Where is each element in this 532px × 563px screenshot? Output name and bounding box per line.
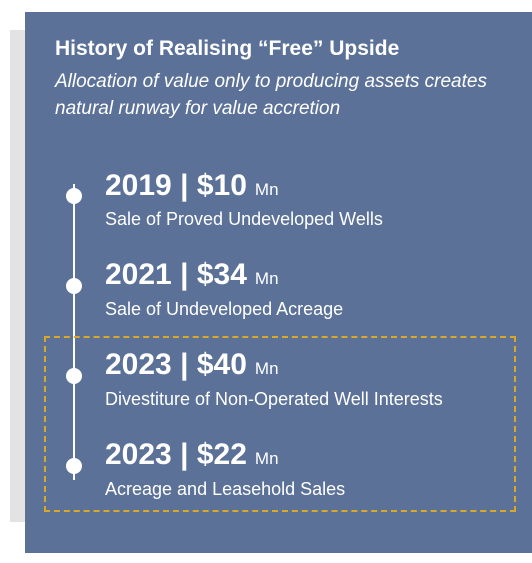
timeline-entry-headline: 2023 | $40 Mn	[105, 348, 279, 386]
entry-amount: $22	[196, 438, 247, 471]
timeline-dot	[66, 188, 82, 204]
highlight-box-2023	[44, 336, 516, 512]
timeline-entry-headline: 2019 | $10 Mn	[105, 169, 279, 207]
entry-unit: Mn	[254, 449, 279, 468]
timeline-dot	[66, 278, 82, 294]
timeline-entry-headline: 2021 | $34 Mn	[105, 258, 279, 296]
entry-year: 2021	[105, 258, 172, 291]
entry-amount: $34	[196, 258, 247, 291]
entry-separator: |	[180, 169, 189, 202]
entry-unit: Mn	[254, 180, 279, 199]
entry-year: 2019	[105, 169, 172, 202]
upside-history-panel: History of Realising “Free” Upside Alloc…	[25, 12, 532, 553]
timeline-dot	[66, 368, 82, 384]
timeline-entry-description: Divestiture of Non-Operated Well Interes…	[105, 389, 443, 409]
panel-title: History of Realising “Free” Upside	[55, 37, 400, 60]
entry-unit: Mn	[254, 269, 279, 288]
timeline-line	[73, 184, 75, 480]
panel-subtitle: Allocation of value only to producing as…	[55, 71, 487, 119]
entry-separator: |	[180, 348, 189, 381]
entry-separator: |	[180, 438, 189, 471]
entry-amount: $40	[196, 348, 247, 381]
entry-year: 2023	[105, 348, 172, 381]
entry-year: 2023	[105, 438, 172, 471]
timeline-entry-headline: 2023 | $22 Mn	[105, 438, 279, 476]
entry-separator: |	[180, 258, 189, 291]
timeline-dot	[66, 458, 82, 474]
entry-unit: Mn	[254, 359, 279, 378]
timeline-entry-description: Sale of Proved Undeveloped Wells	[105, 209, 383, 229]
entry-amount: $10	[196, 169, 247, 202]
timeline-entry-description: Acreage and Leasehold Sales	[105, 479, 346, 499]
timeline-entry-description: Sale of Undeveloped Acreage	[105, 299, 344, 319]
